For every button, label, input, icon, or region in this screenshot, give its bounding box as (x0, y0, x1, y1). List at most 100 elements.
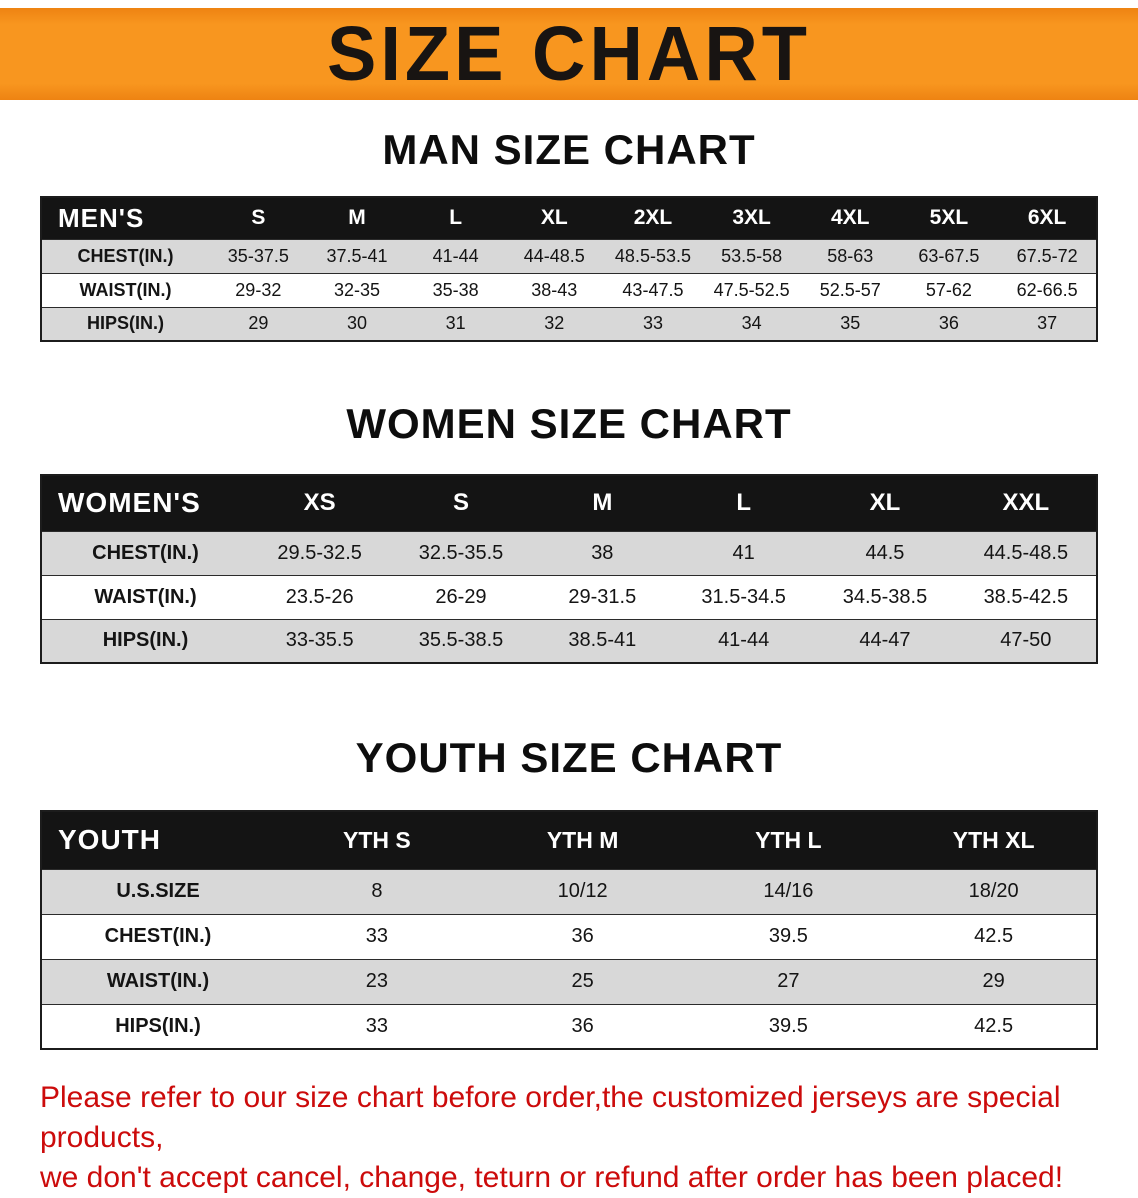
table-cell: 42.5 (891, 913, 1097, 959)
table-cell: 18/20 (891, 868, 1097, 914)
column-header: 5XL (899, 197, 999, 239)
table-cell: 33 (603, 306, 703, 341)
table-title-cell: YOUTH (41, 811, 274, 869)
page-title: SIZE CHART (327, 10, 811, 97)
column-header: M (531, 475, 673, 531)
table-cell: 58-63 (800, 238, 900, 273)
section-youth: YOUTH SIZE CHART YOUTH YTH S YTH M YTH L YTH… (0, 734, 1138, 1050)
table-cell: 42.5 (891, 1003, 1097, 1049)
disclaimer-note: Please refer to our size chart before or… (40, 1078, 1102, 1198)
table-cell: 35 (800, 306, 900, 341)
table-cell: 39.5 (685, 913, 892, 959)
table-cell: 34.5-38.5 (814, 574, 956, 619)
table-cell: 23.5-26 (249, 574, 391, 619)
table-cell: 37 (998, 306, 1097, 341)
table-row: HIPS(IN.) 29 30 31 32 33 34 35 36 37 (41, 306, 1097, 341)
column-header: S (209, 197, 308, 239)
table-cell: 35.5-38.5 (390, 618, 532, 663)
row-label: CHEST(IN.) (41, 238, 209, 273)
table-cell: 38.5-41 (531, 618, 673, 663)
table-cell: 62-66.5 (998, 272, 1097, 307)
column-header: L (672, 475, 815, 531)
table-cell: 14/16 (685, 868, 892, 914)
row-label: HIPS(IN.) (41, 306, 209, 341)
row-label: WAIST(IN.) (41, 272, 209, 307)
table-cell: 38 (531, 530, 673, 575)
table-header-row: WOMEN'S XS S M L XL XXL (41, 475, 1097, 531)
table-cell: 44.5-48.5 (955, 530, 1097, 575)
table-cell: 36 (479, 1003, 686, 1049)
column-header: XXL (955, 475, 1097, 531)
table-cell: 29-31.5 (531, 574, 673, 619)
disclaimer-line-2: we don't accept cancel, change, teturn o… (40, 1160, 1064, 1194)
table-cell: 27 (685, 958, 892, 1004)
table-cell: 41 (672, 530, 815, 575)
table-cell: 44.5 (814, 530, 956, 575)
table-cell: 29 (891, 958, 1097, 1004)
table-row: WAIST(IN.) 23 25 27 29 (41, 958, 1097, 1004)
table-row: WAIST(IN.) 23.5-26 26-29 29-31.5 31.5-34.5 34… (41, 574, 1097, 619)
table-cell: 29 (209, 306, 308, 341)
table-cell: 39.5 (685, 1003, 892, 1049)
table-row: HIPS(IN.) 33 36 39.5 42.5 (41, 1003, 1097, 1049)
section-men: MAN SIZE CHART MEN'S S M L XL 2XL 3XL 4XL 5XL 6XL… (0, 126, 1138, 342)
column-header: YTH L (685, 811, 892, 869)
table-cell: 8 (274, 868, 480, 914)
men-size-table: MEN'S S M L XL 2XL 3XL 4XL 5XL 6XL CHEST(IN.) 35-37… (0, 196, 1138, 342)
table-cell: 57-62 (899, 272, 999, 307)
table-cell: 29-32 (209, 272, 308, 307)
size-table: MEN'S S M L XL 2XL 3XL 4XL 5XL 6XL CHEST(IN.) 35-37… (40, 196, 1098, 342)
table-cell: 47.5-52.5 (702, 272, 801, 307)
row-label: HIPS(IN.) (41, 618, 249, 663)
table-row: HIPS(IN.) 33-35.5 35.5-38.5 38.5-41 41-44 44-… (41, 618, 1097, 663)
table-cell: 34 (702, 306, 801, 341)
table-row: U.S.SIZE 8 10/12 14/16 18/20 (41, 868, 1097, 914)
women-section-heading: WOMEN SIZE CHART (346, 400, 792, 447)
table-cell: 41-44 (406, 238, 505, 273)
table-cell: 35-38 (406, 272, 505, 307)
table-cell: 38-43 (504, 272, 604, 307)
table-row: CHEST(IN.) 33 36 39.5 42.5 (41, 913, 1097, 959)
row-label: CHEST(IN.) (41, 530, 249, 575)
table-title-cell: WOMEN'S (41, 475, 249, 531)
table-cell: 44-47 (814, 618, 956, 663)
column-header: M (307, 197, 407, 239)
table-header-row: YOUTH YTH S YTH M YTH L YTH XL (41, 811, 1097, 869)
column-header: XS (249, 475, 391, 531)
women-size-table: WOMEN'S XS S M L XL XXL CHEST(IN.) 29.5-32.5 32.5… (0, 474, 1138, 664)
table-cell: 37.5-41 (307, 238, 407, 273)
table-cell: 41-44 (672, 618, 815, 663)
table-cell: 33 (274, 1003, 480, 1049)
table-cell: 52.5-57 (800, 272, 900, 307)
table-cell: 36 (479, 913, 686, 959)
section-women: WOMEN SIZE CHART WOMEN'S XS S M L XL XXL CHEST(… (0, 400, 1138, 664)
column-header: 4XL (800, 197, 900, 239)
table-cell: 33-35.5 (249, 618, 391, 663)
banner: SIZE CHART (0, 8, 1138, 100)
size-table: WOMEN'S XS S M L XL XXL CHEST(IN.) 29.5-32.5 32.5… (40, 474, 1098, 664)
table-cell: 67.5-72 (998, 238, 1097, 273)
column-header: XL (504, 197, 604, 239)
table-cell: 31.5-34.5 (672, 574, 815, 619)
row-label: HIPS(IN.) (41, 1003, 274, 1049)
youth-section-heading: YOUTH SIZE CHART (355, 734, 783, 781)
column-header: 6XL (998, 197, 1097, 239)
column-header: L (406, 197, 505, 239)
column-header: 2XL (603, 197, 703, 239)
table-cell: 33 (274, 913, 480, 959)
table-cell: 32 (504, 306, 604, 341)
column-header: S (390, 475, 532, 531)
table-cell: 44-48.5 (504, 238, 604, 273)
table-cell: 48.5-53.5 (603, 238, 703, 273)
table-row: WAIST(IN.) 29-32 32-35 35-38 38-43 43-47.5 47.… (41, 272, 1097, 307)
table-cell: 29.5-32.5 (249, 530, 391, 575)
table-cell: 36 (899, 306, 999, 341)
size-table: YOUTH YTH S YTH M YTH L YTH XL U.S.SIZE 8 10/12… (40, 810, 1098, 1050)
table-header-row: MEN'S S M L XL 2XL 3XL 4XL 5XL 6XL (41, 197, 1097, 239)
men-section-heading: MAN SIZE CHART (382, 126, 756, 173)
column-header: YTH XL (891, 811, 1097, 869)
table-cell: 30 (307, 306, 407, 341)
column-header: YTH M (479, 811, 686, 869)
table-cell: 38.5-42.5 (955, 574, 1097, 619)
